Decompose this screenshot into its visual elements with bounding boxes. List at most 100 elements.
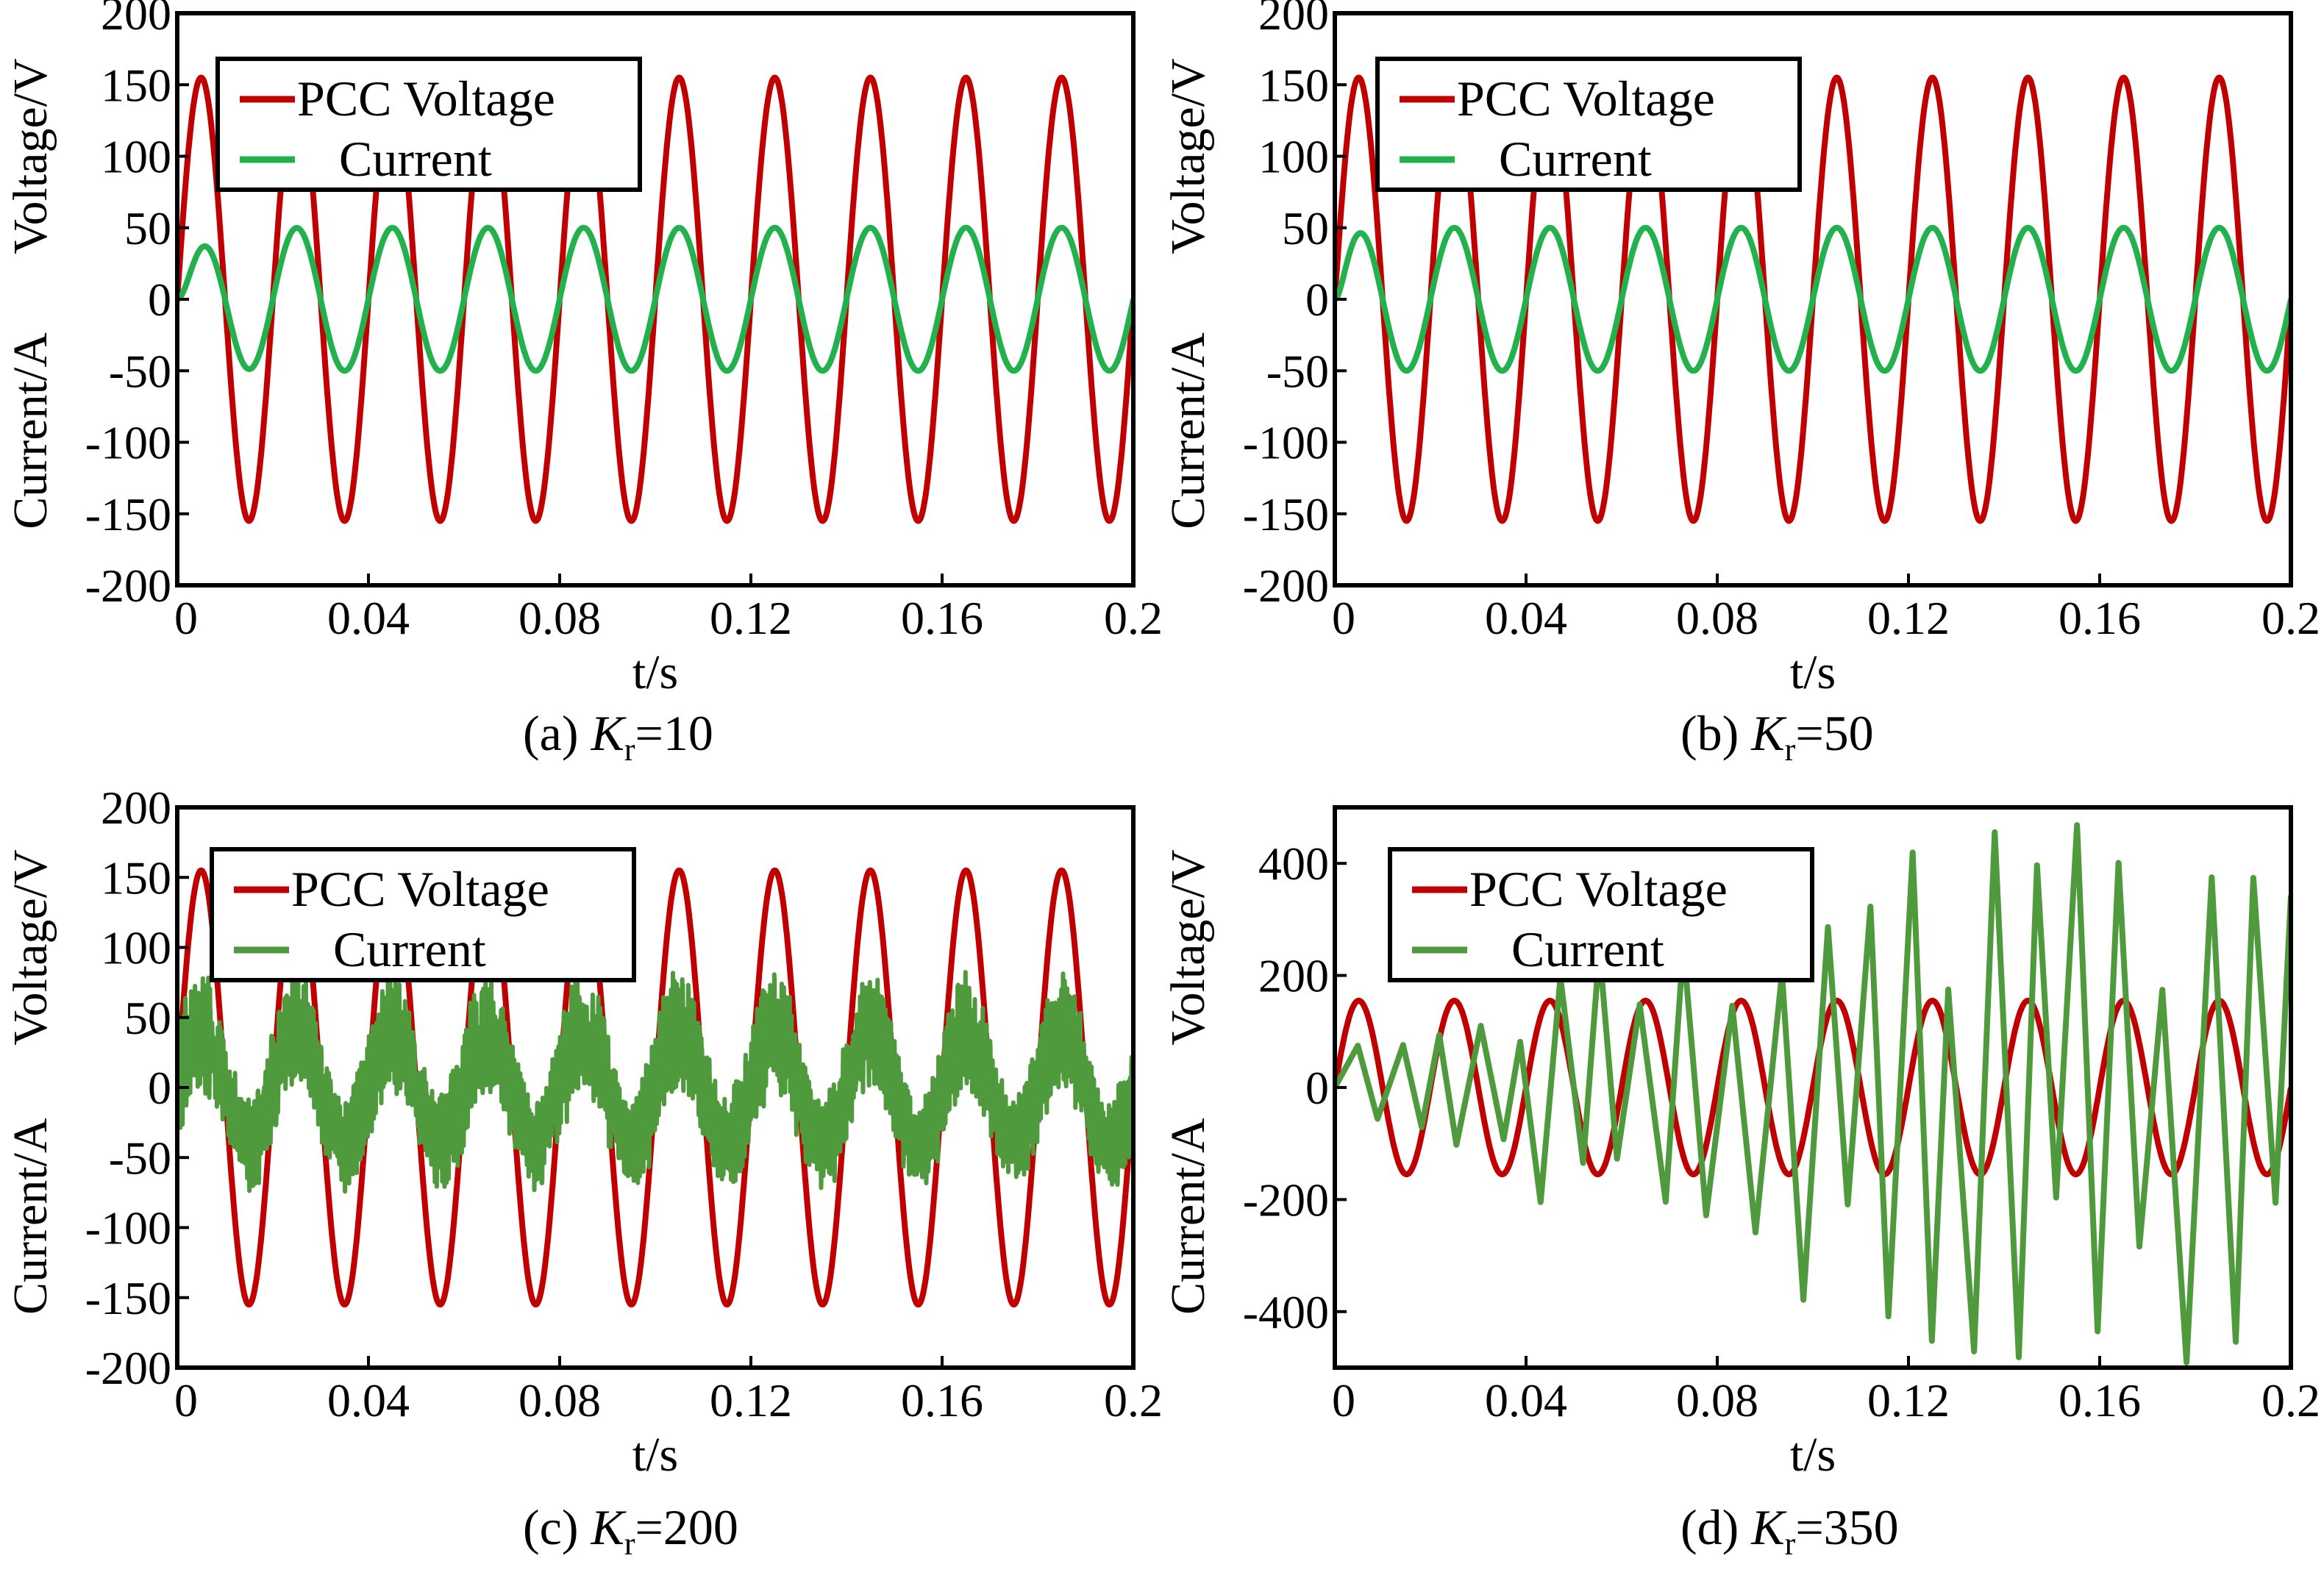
plot-area — [1335, 74, 2291, 524]
caption-value: =10 — [635, 705, 713, 761]
caption-subscript: r — [1785, 732, 1796, 768]
series-line-pcc-voltage — [1335, 997, 2291, 1178]
x-tick-label: 0.2 — [1104, 1374, 1163, 1426]
panel-caption: (a) Kr=10 — [523, 705, 713, 768]
caption-variable: K — [590, 705, 627, 761]
legend-box — [215, 57, 642, 192]
y-tick-label: 50 — [124, 202, 171, 254]
x-tick-label: 0 — [174, 1374, 198, 1426]
legend-label: Current — [1499, 131, 1652, 187]
y-tick-label: 0 — [1305, 1062, 1329, 1114]
panel-caption: (c) Kr=200 — [523, 1499, 738, 1562]
y-axis-label-current: Current/A — [4, 1118, 57, 1315]
series-line-current — [1335, 822, 2291, 1365]
y-tick-label: -50 — [1266, 345, 1329, 397]
y-tick-label: 150 — [101, 59, 171, 111]
x-tick-label: 0.16 — [2059, 1374, 2141, 1426]
y-tick-label: -150 — [1243, 488, 1329, 540]
y-axis-label-voltage: Voltage/V — [4, 58, 57, 254]
x-tick-label: 0.16 — [2059, 592, 2141, 644]
plot-area — [177, 867, 1133, 1308]
y-tick-label: 0 — [148, 274, 171, 326]
series-line-current — [177, 224, 1133, 374]
x-tick-label: 0 — [1332, 1374, 1355, 1426]
legend-label: PCC Voltage — [291, 861, 549, 917]
x-tick-label: 0.04 — [327, 592, 410, 644]
y-axis-label-current: Current/A — [1161, 1118, 1215, 1315]
y-axis-label-voltage: Voltage/V — [1161, 58, 1215, 254]
legend-label: Current — [333, 921, 486, 977]
series-line-current — [177, 968, 1133, 1194]
x-axis-label: t/s — [1790, 1428, 1836, 1482]
y-tick-label: 100 — [1258, 131, 1329, 183]
x-tick-label: 0 — [1332, 592, 1355, 644]
x-axis-label: t/s — [632, 646, 678, 699]
y-tick-label: -100 — [1243, 417, 1329, 469]
y-tick-label: -400 — [1243, 1286, 1329, 1338]
y-tick-label: -150 — [85, 488, 171, 540]
x-tick-label: 0.04 — [327, 1374, 410, 1426]
legend-box — [210, 847, 636, 982]
x-tick-label: 0.16 — [901, 592, 983, 644]
caption-subscript: r — [624, 1526, 635, 1562]
caption-value: =350 — [1795, 1499, 1898, 1555]
plot-area — [1335, 822, 2291, 1365]
y-tick-label: 200 — [1258, 0, 1329, 40]
caption-subscript: r — [1785, 1526, 1796, 1562]
panel-caption: (d) Kr=350 — [1680, 1499, 1899, 1562]
legend-box — [1388, 847, 1814, 982]
y-tick-label: 100 — [101, 922, 171, 974]
y-axis-label-current: Current/A — [1161, 332, 1215, 529]
x-tick-label: 0.16 — [901, 1374, 983, 1426]
legend-label: Current — [339, 131, 492, 187]
y-tick-label: -50 — [109, 1132, 171, 1184]
x-tick-label: 0.12 — [1867, 592, 1950, 644]
caption-prefix: (a) — [523, 705, 591, 761]
caption-value: =200 — [635, 1499, 738, 1555]
y-tick-label: 400 — [1258, 838, 1329, 890]
y-tick-label: 200 — [101, 782, 171, 834]
x-tick-label: 0.04 — [1485, 1374, 1567, 1426]
y-axis-label-current: Current/A — [4, 332, 57, 529]
y-tick-label: -200 — [85, 560, 171, 612]
y-tick-label: 200 — [101, 0, 171, 40]
y-tick-label: -200 — [85, 1342, 171, 1394]
x-tick-label: 0.08 — [518, 592, 601, 644]
caption-prefix: (b) — [1680, 705, 1751, 761]
y-tick-label: 0 — [1305, 274, 1329, 326]
x-tick-label: 0.12 — [710, 592, 792, 644]
y-tick-label: -100 — [85, 417, 171, 469]
y-tick-label: 50 — [1282, 202, 1329, 254]
y-tick-label: -200 — [1243, 1174, 1329, 1226]
x-axis-label: t/s — [1790, 646, 1836, 699]
x-tick-label: 0.2 — [2261, 592, 2320, 644]
y-tick-label: 100 — [101, 131, 171, 183]
y-axis-label-voltage: Voltage/V — [4, 849, 57, 1045]
caption-subscript: r — [624, 732, 635, 768]
y-tick-label: 150 — [1258, 59, 1329, 111]
y-tick-label: 50 — [124, 992, 171, 1044]
y-tick-label: -100 — [85, 1202, 171, 1254]
x-tick-label: 0.12 — [1867, 1374, 1950, 1426]
y-tick-label: 200 — [1258, 950, 1329, 1002]
x-tick-label: 0.12 — [710, 1374, 792, 1426]
caption-value: =50 — [1795, 705, 1873, 761]
x-axis-label: t/s — [632, 1428, 678, 1482]
legend-box — [1375, 57, 1802, 192]
plot-area — [177, 74, 1133, 524]
caption-prefix: (c) — [523, 1499, 591, 1555]
panel-caption: (b) Kr=50 — [1680, 705, 1874, 768]
x-tick-label: 0.08 — [518, 1374, 601, 1426]
x-tick-label: 0.08 — [1676, 1374, 1758, 1426]
x-tick-label: 0.04 — [1485, 592, 1567, 644]
x-tick-label: 0.2 — [2261, 1374, 2320, 1426]
caption-variable: K — [590, 1499, 627, 1555]
legend-label: PCC Voltage — [1457, 71, 1715, 126]
